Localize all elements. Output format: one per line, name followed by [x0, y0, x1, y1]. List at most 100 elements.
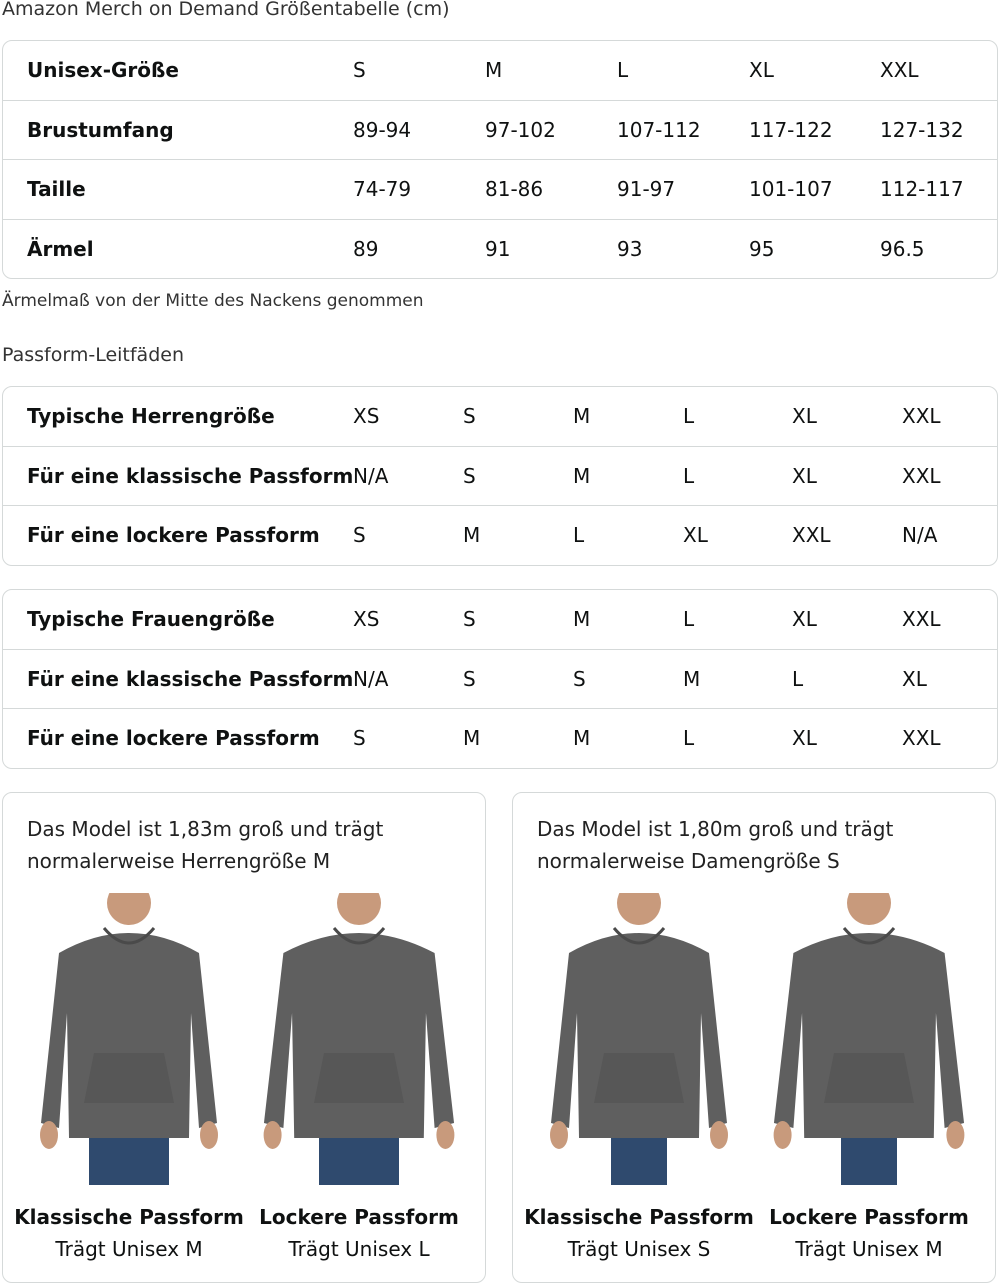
table-cell: M [573, 607, 591, 631]
fit-caption: Lockere Passform Trägt Unisex L [239, 1201, 479, 1265]
page-title: Amazon Merch on Demand Größentabelle (cm… [2, 0, 450, 20]
table-cell: S [463, 404, 476, 428]
table-cell: 81-86 [485, 177, 544, 201]
table-cell: XL [792, 463, 817, 488]
table-cell: L [617, 58, 629, 82]
row-label: Unisex-Größe [27, 58, 179, 82]
table-cell: M [683, 666, 701, 691]
table-cell: L [683, 726, 695, 750]
table-cell: S [463, 463, 476, 488]
row-label: Brustumfang [27, 117, 174, 142]
table-cell: M [573, 463, 591, 488]
table-cell: XL [792, 607, 817, 631]
row-label: Für eine lockere Passform [27, 523, 320, 547]
table-cell: XXL [792, 523, 831, 547]
hoodie-model-photo [29, 881, 229, 1185]
table-row: Für eine klassische Passform N/A S S M L XL [3, 648, 997, 709]
table-cell: XS [353, 607, 380, 631]
sleeve-note: Ärmelmaß von der Mitte des Nackens genom… [2, 291, 424, 311]
fit-type: Klassische Passform [524, 1205, 754, 1229]
model-usual-size-line: normalerweise Herrengröße M [27, 849, 331, 873]
table-cell: 89 [353, 236, 379, 261]
table-cell: L [573, 523, 585, 547]
table-row: Brustumfang 89-94 97-102 107-112 117-122 127-… [3, 99, 997, 160]
model-height-line: Das Model ist 1,83m groß und trägt [27, 817, 384, 841]
hoodie-model-photo [259, 881, 459, 1185]
row-label: Für eine lockere Passform [27, 726, 320, 750]
hoodie-model-photo [539, 881, 739, 1185]
row-label: Ärmel [27, 236, 94, 261]
table-cell: 107-112 [617, 117, 701, 142]
table-cell: L [792, 666, 804, 691]
table-cell: XL [902, 666, 927, 691]
table-cell: S [353, 523, 366, 547]
table-cell: S [463, 666, 476, 691]
women-fit-table: Typische Frauengröße XS S M L XL XXL Für eine k… [2, 589, 998, 769]
table-row: Typische Frauengröße XS S M L XL XXL [3, 590, 997, 649]
table-cell: XXL [902, 463, 941, 488]
table-cell: M [485, 58, 503, 82]
row-label: Für eine klassische Passform [27, 463, 354, 488]
size-table: Unisex-Größe S M L XL XXL Brustumfang 89-94 97-1… [2, 40, 998, 279]
table-cell: XXL [902, 404, 941, 428]
fit-type: Klassische Passform [14, 1205, 244, 1229]
worn-size: Trägt Unisex M [795, 1237, 943, 1261]
table-cell: 127-132 [880, 117, 964, 142]
table-cell: XL [792, 404, 817, 428]
table-cell: 95 [749, 236, 775, 261]
fit-caption: Klassische Passform Trägt Unisex S [519, 1201, 759, 1265]
table-cell: N/A [353, 463, 389, 488]
fit-type: Lockere Passform [769, 1205, 969, 1229]
table-cell: 74-79 [353, 177, 412, 201]
table-cell: M [463, 523, 481, 547]
table-row: Für eine klassische Passform N/A S M L XL XXL [3, 445, 997, 506]
worn-size: Trägt Unisex S [567, 1237, 711, 1261]
women-model-card: Das Model ist 1,80m groß und trägt normal… [512, 792, 996, 1283]
table-cell: 91 [485, 236, 511, 261]
hoodie-model-photo [769, 881, 969, 1185]
table-cell: XL [749, 58, 774, 82]
table-cell: 91-97 [617, 177, 676, 201]
table-cell: M [573, 404, 591, 428]
fit-caption: Lockere Passform Trägt Unisex M [749, 1201, 989, 1265]
table-cell: XL [683, 523, 708, 547]
table-cell: 101-107 [749, 177, 833, 201]
table-row: Taille 74-79 81-86 91-97 101-107 112-117 [3, 159, 997, 219]
table-cell: L [683, 607, 695, 631]
table-cell: 89-94 [353, 117, 412, 142]
table-cell: 97-102 [485, 117, 556, 142]
row-label: Typische Frauengröße [27, 607, 275, 631]
table-cell: M [573, 726, 591, 750]
table-cell: 96.5 [880, 236, 925, 261]
model-description: Das Model ist 1,80m groß und trägt normal… [537, 813, 893, 877]
table-cell: N/A [353, 666, 389, 691]
model-usual-size-line: normalerweise Damengröße S [537, 849, 840, 873]
table-cell: S [353, 726, 366, 750]
table-cell: 112-117 [880, 177, 964, 201]
fit-caption: Klassische Passform Trägt Unisex M [9, 1201, 249, 1265]
table-cell: N/A [902, 523, 938, 547]
table-row: Typische Herrengröße XS S M L XL XXL [3, 387, 997, 446]
table-row: Unisex-Größe S M L XL XXL [3, 41, 997, 100]
table-cell: S [573, 666, 586, 691]
table-row: Für eine lockere Passform S M M L XL XXL [3, 708, 997, 768]
men-model-card: Das Model ist 1,83m groß und trägt normal… [2, 792, 486, 1283]
table-cell: 117-122 [749, 117, 833, 142]
row-label: Typische Herrengröße [27, 404, 275, 428]
table-row: Ärmel 89 91 93 95 96.5 [3, 218, 997, 279]
table-cell: XL [792, 726, 817, 750]
table-cell: 93 [617, 236, 643, 261]
table-cell: XXL [902, 726, 941, 750]
table-cell: L [683, 463, 695, 488]
table-cell: XS [353, 404, 380, 428]
table-row: Für eine lockere Passform S M L XL XXL N/A [3, 505, 997, 565]
model-height-line: Das Model ist 1,80m groß und trägt [537, 817, 894, 841]
worn-size: Trägt Unisex M [55, 1237, 203, 1261]
table-cell: XXL [902, 607, 941, 631]
row-label: Für eine klassische Passform [27, 666, 354, 691]
table-cell: L [683, 404, 695, 428]
worn-size: Trägt Unisex L [288, 1237, 430, 1261]
table-cell: S [463, 607, 476, 631]
model-description: Das Model ist 1,83m groß und trägt normal… [27, 813, 383, 877]
fit-guide-heading: Passform-Leitfäden [2, 344, 184, 366]
